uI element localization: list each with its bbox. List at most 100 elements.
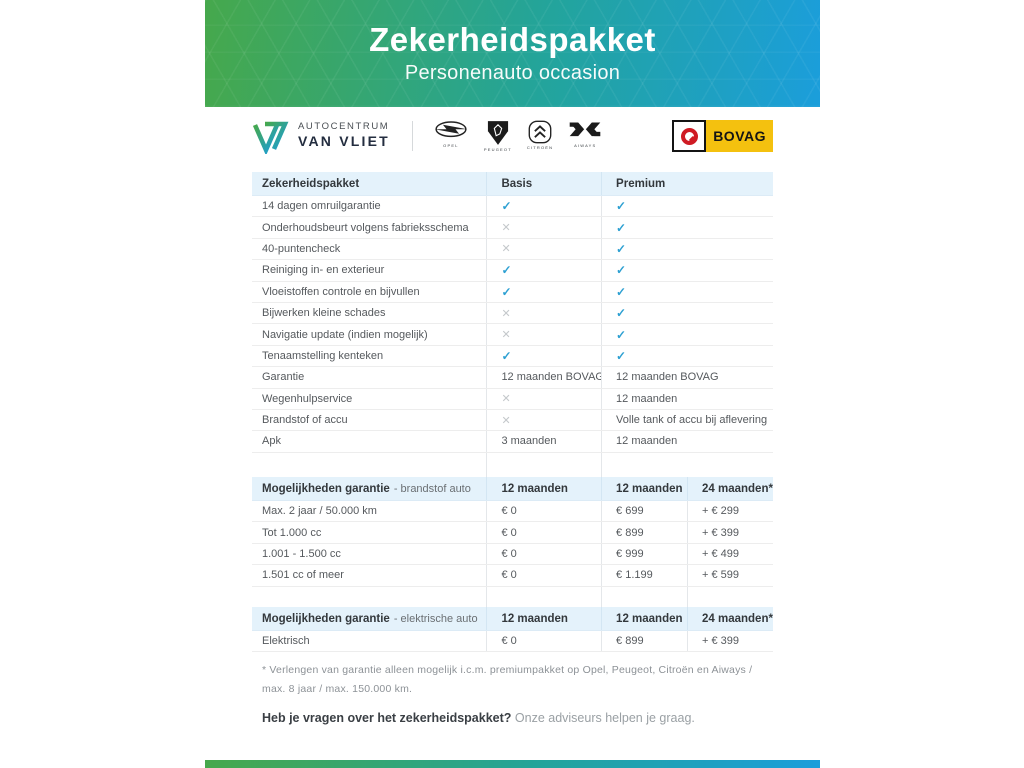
vanvliet-v7-icon <box>252 121 289 154</box>
cross-icon: ✕ <box>501 307 511 320</box>
electric-col-2: 12 maanden <box>601 607 687 630</box>
row-label: Apk <box>262 435 281 448</box>
row-label: 1.501 cc of meer <box>262 569 344 582</box>
row-label: Brandstof of accu <box>262 414 348 427</box>
page-subtitle: Personenauto occasion <box>404 62 621 85</box>
opel-logo: OPEL <box>433 120 469 148</box>
question-rest: Onze adviseurs helpen je graag. <box>511 711 695 725</box>
cell-value: € 699 <box>616 505 644 518</box>
row-label: Elektrisch <box>262 635 310 648</box>
col-header-package: Zekerheidspakket <box>262 177 360 190</box>
brand-logos: OPEL PEUGEOT CITROËN <box>433 120 602 152</box>
cell-value: € 899 <box>616 635 644 648</box>
table-row: Navigatie update (indien mogelijk) ✕ ✓ <box>252 324 773 346</box>
row-label: Vloeistoffen controle en bijvullen <box>262 285 420 298</box>
check-icon: ✓ <box>616 241 627 256</box>
cell-value: € 0 <box>501 505 517 518</box>
electric-table-header: Mogelijkheden garantie - elektrische auto… <box>252 607 773 631</box>
table-row: 14 dagen omruilgarantie ✓ ✓ <box>252 196 773 218</box>
cell-value: € 899 <box>616 526 644 539</box>
table-row: Vloeistoffen controle en bijvullen ✓ ✓ <box>252 281 773 303</box>
table-row: Reiniging in- en exterieur ✓ ✓ <box>252 260 773 282</box>
cell-value: Volle tank of accu bij aflevering <box>616 414 768 427</box>
cell-value: + € 399 <box>702 635 740 648</box>
table-row: Brandstof of accu ✕ Volle tank of accu bij… <box>252 409 773 432</box>
table-row: Tenaamstelling kenteken ✓ ✓ <box>252 345 773 368</box>
row-label: Tenaamstelling kenteken <box>262 349 384 362</box>
col-header-premium: Premium <box>601 172 773 195</box>
electric-col-1: 12 maanden <box>486 607 601 630</box>
table-row: Elektrisch € 0 € 899 + € 399 <box>252 631 773 653</box>
citroen-logo: CITROËN <box>527 120 553 150</box>
cell-value: + € 299 <box>702 505 740 518</box>
aiways-logo: AIWAYS <box>568 120 602 148</box>
row-label: Onderhoudsbeurt volgens fabrieksschema <box>262 221 469 234</box>
bovag-wordmark: BOVAG <box>706 120 773 152</box>
check-icon: ✓ <box>616 263 627 278</box>
cross-icon: ✕ <box>501 393 511 406</box>
cross-icon: ✕ <box>501 414 511 427</box>
bovag-icon <box>672 120 707 152</box>
question-bold: Heb je vragen over het zekerheidspakket? <box>262 711 512 725</box>
comparison-table-header: Zekerheidspakket Basis Premium <box>252 172 773 196</box>
table-row: Garantie 12 maanden BOVAG 12 maanden BOVAG <box>252 367 773 389</box>
fuel-warranty-table: Mogelijkheden garantie - brandstof auto 1… <box>252 477 773 611</box>
cell-value: € 999 <box>616 547 644 560</box>
comparison-table: Zekerheidspakket Basis Premium 14 dagen … <box>252 172 773 477</box>
check-icon: ✓ <box>501 284 512 299</box>
table-row: 40-puntencheck ✕ ✓ <box>252 238 773 261</box>
dealer-name-top: AUTOCENTRUM <box>298 121 390 133</box>
table-tail-spacer <box>252 586 773 611</box>
electric-table-title: Mogelijkheden garantie <box>262 612 390 625</box>
row-label: Max. 2 jaar / 50.000 km <box>262 505 377 518</box>
check-icon: ✓ <box>616 348 627 363</box>
opel-icon <box>434 121 468 138</box>
check-icon: ✓ <box>616 306 627 321</box>
col-header-basis: Basis <box>486 172 601 195</box>
cell-value: + € 399 <box>702 526 740 539</box>
logo-row: AUTOCENTRUM VAN VLIET OPEL PEUGEOT <box>252 112 773 160</box>
row-label: 1.001 - 1.500 cc <box>262 547 341 560</box>
footnote: * Verlengen van garantie alleen mogelijk… <box>262 664 753 696</box>
row-label: Garantie <box>262 371 305 384</box>
cell-value: € 1.199 <box>616 569 653 582</box>
dealer-name-bottom: VAN VLIET <box>298 133 390 150</box>
row-label: Wegenhulpservice <box>262 392 353 405</box>
cell-value: € 0 <box>501 526 517 539</box>
cell-value: € 0 <box>501 547 517 560</box>
check-icon: ✓ <box>616 220 627 235</box>
fuel-table-subtitle: - brandstof auto <box>393 482 471 495</box>
check-icon: ✓ <box>501 199 512 214</box>
row-label: 14 dagen omruilgarantie <box>262 200 381 213</box>
cell-value: 12 maanden <box>616 435 678 448</box>
bovag-logo: BOVAG <box>672 120 773 152</box>
table-tail-spacer <box>252 452 773 477</box>
check-icon: ✓ <box>501 263 512 278</box>
closing-question: Heb je vragen over het zekerheidspakket?… <box>262 711 695 725</box>
fuel-col-3: 24 maanden* <box>687 477 773 500</box>
bottom-gradient-bar <box>205 760 820 768</box>
table-row: Wegenhulpservice ✕ 12 maanden <box>252 388 773 410</box>
aiways-icon <box>569 122 601 137</box>
row-label: 40-puntencheck <box>262 242 341 255</box>
table-row: Bijwerken kleine schades ✕ ✓ <box>252 302 773 325</box>
row-label: Navigatie update (indien mogelijk) <box>262 328 428 341</box>
electric-table-subtitle: - elektrische auto <box>393 612 478 625</box>
check-icon: ✓ <box>616 284 627 299</box>
page-title: Zekerheidspakket <box>369 20 656 58</box>
fuel-table-title: Mogelijkheden garantie <box>262 482 390 495</box>
cell-value: 12 maanden BOVAG <box>616 371 719 384</box>
fuel-table-header: Mogelijkheden garantie - brandstof auto 1… <box>252 477 773 501</box>
table-row: 1.501 cc of meer € 0 € 1.199 + € 599 <box>252 565 773 587</box>
citroen-icon <box>528 120 552 144</box>
cell-value: 12 maanden BOVAG <box>501 371 602 384</box>
table-row: Tot 1.000 cc € 0 € 899 + € 399 <box>252 522 773 544</box>
peugeot-icon <box>487 121 508 145</box>
cell-value: € 0 <box>501 569 517 582</box>
header-banner: Zekerheidspakket Personenauto occasion <box>205 0 820 107</box>
check-icon: ✓ <box>616 327 627 342</box>
cross-icon: ✕ <box>501 222 511 235</box>
row-label: Reiniging in- en exterieur <box>262 264 385 277</box>
cell-value: € 0 <box>501 635 517 648</box>
